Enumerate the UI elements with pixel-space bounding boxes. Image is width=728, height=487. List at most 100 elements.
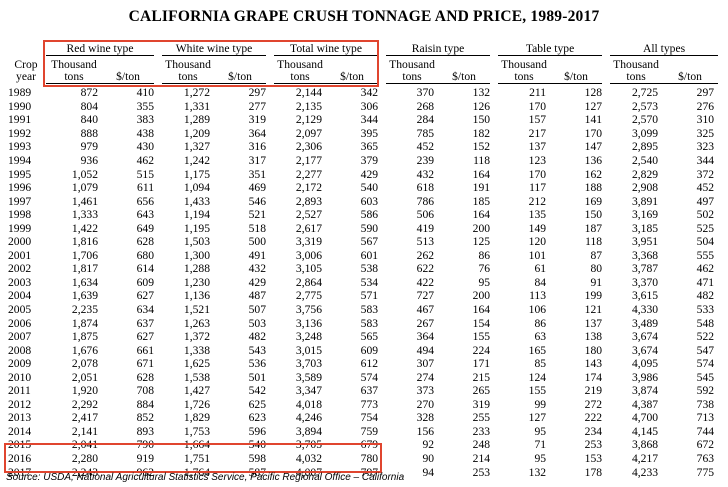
- total-wine-tons-cell: 3,894: [295, 424, 323, 438]
- red-wine-tons-cell: 1,079: [71, 181, 98, 195]
- raisin-tons-cell: 284: [416, 113, 435, 127]
- red-wine-price-cell: 627: [136, 330, 155, 344]
- table-row: 2008 1,676 661 1,338 543 3,015 609 494 224 165 180…: [6, 343, 718, 357]
- crop-year-cell: 2008: [8, 343, 32, 357]
- white-wine-tons-cell: 1,538: [183, 370, 211, 384]
- white-wine-tons-cell: 1,751: [183, 452, 211, 466]
- white-wine-price-cell: 625: [248, 397, 267, 411]
- total-wine-price-cell: 571: [360, 289, 379, 303]
- table-tons-cell: 113: [529, 289, 547, 303]
- total-wine-tons-cell: 3,105: [295, 262, 323, 276]
- raisin-price-cell: 215: [472, 370, 491, 384]
- table-tons-cell: 123: [528, 154, 547, 167]
- white-wine-price-cell: 543: [248, 343, 267, 357]
- raisin-tons-cell: 432: [416, 167, 435, 181]
- red-wine-tons-cell: 2,292: [71, 397, 98, 411]
- red-wine-tons-cell: 2,078: [71, 357, 98, 371]
- white-wine-tons-cell: 1,094: [183, 181, 211, 195]
- crop-year-cell: 1989: [8, 86, 32, 100]
- crop-year-header: Crop year: [14, 57, 38, 83]
- white-wine-price-cell: 500: [248, 235, 267, 249]
- red-wine-price-cell: 383: [136, 113, 155, 127]
- table-price-cell: 118: [585, 235, 603, 249]
- all-types-price-cell: 555: [696, 248, 715, 262]
- red-wine-tons-cell: 2,235: [71, 303, 98, 317]
- white-wine-price-cell: 536: [248, 357, 267, 371]
- red-wine-tons-cell: 1,816: [71, 235, 98, 249]
- total-wine-tons-cell: 2,277: [295, 167, 323, 181]
- source-note: Source: USDA, National Agricultural Stat…: [6, 472, 405, 483]
- table-row: 2007 1,875 627 1,372 482 3,248 565 364 155 63 138 3…: [6, 330, 718, 344]
- all-types-price-cell: 548: [696, 316, 715, 330]
- table-price-cell: 219: [584, 384, 603, 398]
- red-wine-price-cell: 614: [136, 262, 155, 276]
- table-price-cell: 188: [584, 181, 603, 195]
- raisin-price-cell: 164: [472, 167, 491, 181]
- table-tons-cell: 127: [528, 411, 547, 425]
- crop-year-cell: 1995: [8, 167, 32, 181]
- red-wine-price-cell: 609: [136, 275, 155, 289]
- white-wine-tons-cell: 1,194: [183, 208, 211, 222]
- red-wine-price-cell: 637: [136, 316, 155, 330]
- white-wine-tons-cell: 1,331: [183, 99, 211, 113]
- white-wine-price-cell: 501: [248, 370, 267, 384]
- white-wine-tons-cell: 1,503: [183, 235, 211, 249]
- total-wine-tons-cell: 3,015: [295, 343, 323, 357]
- raisin-price-cell: 253: [472, 465, 491, 479]
- crop-year-cell: 1992: [8, 126, 32, 140]
- table-price-cell: 141: [584, 113, 603, 127]
- red-wine-price-cell: 893: [136, 424, 155, 438]
- white-wine-price-cell: 319: [248, 113, 267, 127]
- white-wine-tons-cell: 1,175: [183, 167, 211, 181]
- grape-crush-table: Crop year Red wine type White wine type …: [6, 40, 719, 479]
- red-wine-tons-cell: 1,874: [71, 316, 98, 330]
- total-wine-price-cell: 773: [360, 397, 379, 411]
- raisin-tons-cell: 156: [416, 424, 435, 438]
- raisin-price-cell: 200: [472, 221, 491, 235]
- red-wine-price-cell: 462: [136, 154, 155, 167]
- table-price-cell: 180: [584, 343, 603, 357]
- subheader-thousand-tons: Thousand tons: [378, 55, 439, 84]
- all-types-price-cell: 672: [696, 438, 715, 452]
- table-tons-cell: 132: [528, 465, 547, 479]
- red-wine-price-cell: 661: [136, 343, 155, 357]
- all-types-tons-cell: 3,368: [631, 248, 659, 262]
- red-wine-price-cell: 627: [136, 289, 155, 303]
- all-types-tons-cell: 4,387: [631, 397, 659, 411]
- raisin-price-cell: 150: [472, 113, 491, 127]
- total-wine-price-cell: 586: [360, 208, 379, 222]
- all-types-price-cell: 713: [696, 411, 715, 425]
- raisin-tons-cell: 262: [416, 248, 435, 262]
- all-types-price-cell: 504: [696, 235, 715, 249]
- white-wine-price-cell: 432: [248, 262, 267, 276]
- table-tons-cell: 217: [528, 126, 547, 140]
- white-wine-tons-cell: 1,521: [183, 303, 211, 317]
- table-tons-cell: 85: [534, 357, 547, 371]
- table-tons-cell: 170: [528, 99, 547, 113]
- table-tons-cell: 155: [528, 384, 547, 398]
- total-wine-price-cell: 365: [360, 140, 379, 154]
- table-tons-cell: 137: [528, 140, 547, 154]
- red-wine-price-cell: 790: [136, 438, 155, 452]
- all-types-price-cell: 738: [696, 397, 715, 411]
- white-wine-price-cell: 503: [248, 316, 267, 330]
- all-types-tons-cell: 3,489: [631, 316, 659, 330]
- subheader-thousand-tons: Thousand tons: [602, 55, 663, 84]
- table-price-cell: 137: [584, 316, 603, 330]
- raisin-price-cell: 233: [472, 424, 491, 438]
- table-row: 2000 1,816 628 1,503 500 3,319 567 513 125 120 118…: [6, 235, 718, 249]
- crop-year-cell: 1998: [8, 208, 32, 222]
- total-wine-price-cell: 534: [360, 275, 379, 289]
- red-wine-tons-cell: 1,052: [71, 167, 98, 181]
- table-price-cell: 170: [584, 126, 603, 140]
- raisin-tons-cell: 419: [416, 221, 435, 235]
- raisin-tons-cell: 622: [416, 262, 435, 276]
- table-tons-cell: 61: [534, 262, 547, 276]
- table-tons-cell: 135: [528, 208, 547, 222]
- group-header-table: Table type: [490, 40, 607, 56]
- all-types-tons-cell: 4,700: [631, 411, 659, 425]
- raisin-tons-cell: 618: [416, 181, 435, 195]
- all-types-price-cell: 462: [696, 262, 715, 276]
- crop-year-cell: 2006: [8, 316, 32, 330]
- all-types-price-cell: 547: [696, 343, 715, 357]
